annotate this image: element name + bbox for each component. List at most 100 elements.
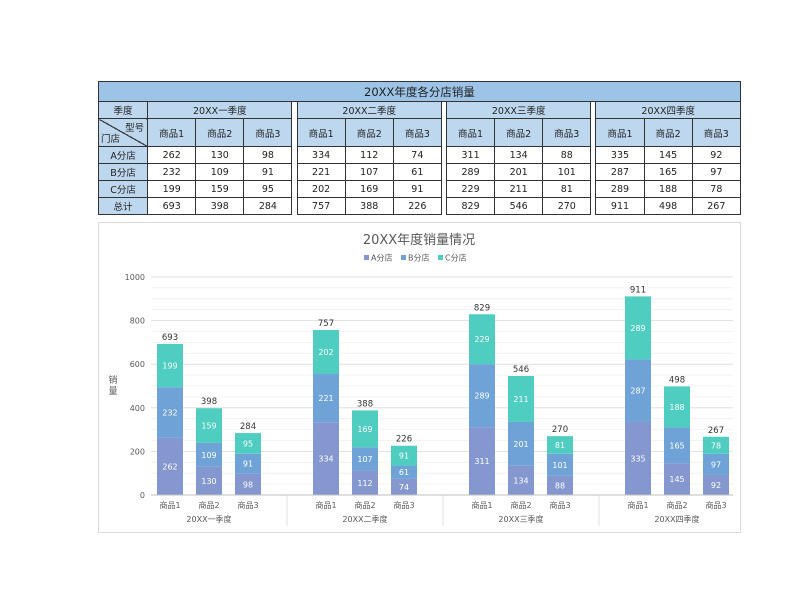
value-cell: 61 <box>392 163 442 181</box>
column-gap <box>440 146 448 164</box>
column-gap <box>590 118 597 147</box>
bar-segment <box>157 343 183 388</box>
value-cell: 78 <box>691 180 742 198</box>
column-gap <box>440 180 448 198</box>
y-tick-label: 600 <box>130 360 145 369</box>
segment-value-label: 289 <box>474 392 489 401</box>
segment-value-label: 74 <box>399 483 409 492</box>
value-cell: 134 <box>494 146 544 164</box>
segment-value-label: 289 <box>630 324 645 333</box>
value-cell: 145 <box>643 146 693 164</box>
category-label: 商品2 <box>510 500 531 510</box>
segment-value-label: 232 <box>162 409 177 418</box>
value-cell: 81 <box>542 180 592 198</box>
total-value-label: 226 <box>396 435 412 445</box>
table-row: B分店 232 109 91 221 107 61 289 201 101 287 165 97 <box>97 163 742 181</box>
corner-cell: 型号 门店 <box>97 118 149 147</box>
segment-value-label: 165 <box>669 441 684 450</box>
segment-value-label: 202 <box>318 348 333 357</box>
column-gap <box>291 197 298 215</box>
category-label: 商品3 <box>705 500 726 510</box>
value-cell: 334 <box>296 146 346 164</box>
value-cell: 226 <box>392 197 442 215</box>
segment-value-label: 229 <box>474 335 489 344</box>
value-cell: 284 <box>243 197 293 215</box>
segment-value-label: 98 <box>243 480 253 489</box>
total-value-label: 546 <box>513 365 529 375</box>
value-cell: 262 <box>147 146 197 164</box>
value-cell: 398 <box>195 197 245 215</box>
value-cell: 270 <box>542 197 592 215</box>
segment-value-label: 188 <box>669 403 684 412</box>
column-gap <box>291 101 298 119</box>
segment-value-label: 134 <box>513 476 528 485</box>
product-header: 商品1 <box>595 118 645 147</box>
bar-segment <box>352 410 378 448</box>
category-label: 商品2 <box>666 500 687 510</box>
product-header: 商品2 <box>195 118 245 147</box>
segment-value-label: 262 <box>162 462 177 471</box>
quarter-header: 20XX一季度 <box>147 101 293 119</box>
legend-swatch <box>438 255 443 260</box>
chart-title: 20XX年度销量情况 <box>363 232 475 248</box>
segment-value-label: 311 <box>474 457 489 466</box>
store-name-cell: 总计 <box>97 197 149 215</box>
total-value-label: 498 <box>669 375 685 385</box>
quarter-header: 20XX四季度 <box>595 101 741 119</box>
value-cell: 829 <box>445 197 496 215</box>
y-tick-label: 0 <box>140 491 145 500</box>
value-cell: 546 <box>494 197 544 215</box>
bar-segment <box>469 427 495 495</box>
category-label: 商品2 <box>198 500 219 510</box>
value-cell: 267 <box>691 197 742 215</box>
legend-entry: C分店 <box>445 253 467 263</box>
segment-value-label: 335 <box>630 454 645 463</box>
total-value-label: 757 <box>318 319 334 329</box>
category-label: 商品1 <box>315 500 336 510</box>
value-cell: 202 <box>296 180 346 198</box>
table-row: 总计 693 398 284 757 388 226 829 546 270 911 498 267 <box>97 197 742 215</box>
group-label: 20XX一季度 <box>186 514 231 524</box>
segment-value-label: 211 <box>513 395 528 404</box>
table-title: 20XX年度各分店销量 <box>98 81 741 102</box>
product-header: 商品2 <box>494 118 544 147</box>
segment-value-label: 91 <box>243 460 253 469</box>
total-value-label: 693 <box>162 333 178 343</box>
bar-segment <box>313 374 339 423</box>
segment-value-label: 287 <box>630 387 645 396</box>
bar-segment <box>391 465 417 479</box>
total-value-label: 398 <box>201 397 217 407</box>
bar-segment <box>625 359 651 422</box>
value-cell: 388 <box>344 197 394 215</box>
chart-panel: 20XX年度销量情况 A分店 B分店 C分店 0 200 400 600 800 1000 销量 26… <box>98 222 741 533</box>
value-cell: 101 <box>542 163 592 181</box>
value-cell: 92 <box>691 146 742 164</box>
value-cell: 201 <box>494 163 544 181</box>
bar-segment <box>703 474 729 495</box>
segment-value-label: 159 <box>201 422 216 431</box>
column-gap <box>291 163 298 181</box>
y-tick-label: 400 <box>130 404 145 413</box>
product-header-row: 型号 门店 商品1 商品2 商品3 商品1 商品2 商品3 商品1 商品2 商品3 商品1 商品2 商品3 <box>97 118 742 147</box>
value-cell: 289 <box>445 163 496 181</box>
bar-segment <box>508 421 534 466</box>
stacked-bar-chart: 20XX年度销量情况 A分店 B分店 C分店 0 200 400 600 800 1000 销量 26… <box>108 232 733 526</box>
segment-value-label: 107 <box>357 455 372 464</box>
column-gap <box>440 197 448 215</box>
segment-value-label: 201 <box>513 440 528 449</box>
value-cell: 98 <box>243 146 293 164</box>
value-cell: 95 <box>243 180 293 198</box>
value-cell: 159 <box>195 180 245 198</box>
store-name-cell: B分店 <box>97 163 149 181</box>
column-gap <box>590 180 597 198</box>
bar-segment <box>547 475 573 495</box>
group-label: 20XX三季度 <box>498 514 543 524</box>
category-label: 商品3 <box>549 500 570 510</box>
segment-value-label: 199 <box>162 362 177 371</box>
bar-segment <box>508 375 534 422</box>
product-header: 商品2 <box>344 118 394 147</box>
product-header: 商品1 <box>147 118 197 147</box>
column-gap <box>291 146 298 164</box>
segment-value-label: 221 <box>318 394 333 403</box>
bar-segment <box>313 329 339 375</box>
